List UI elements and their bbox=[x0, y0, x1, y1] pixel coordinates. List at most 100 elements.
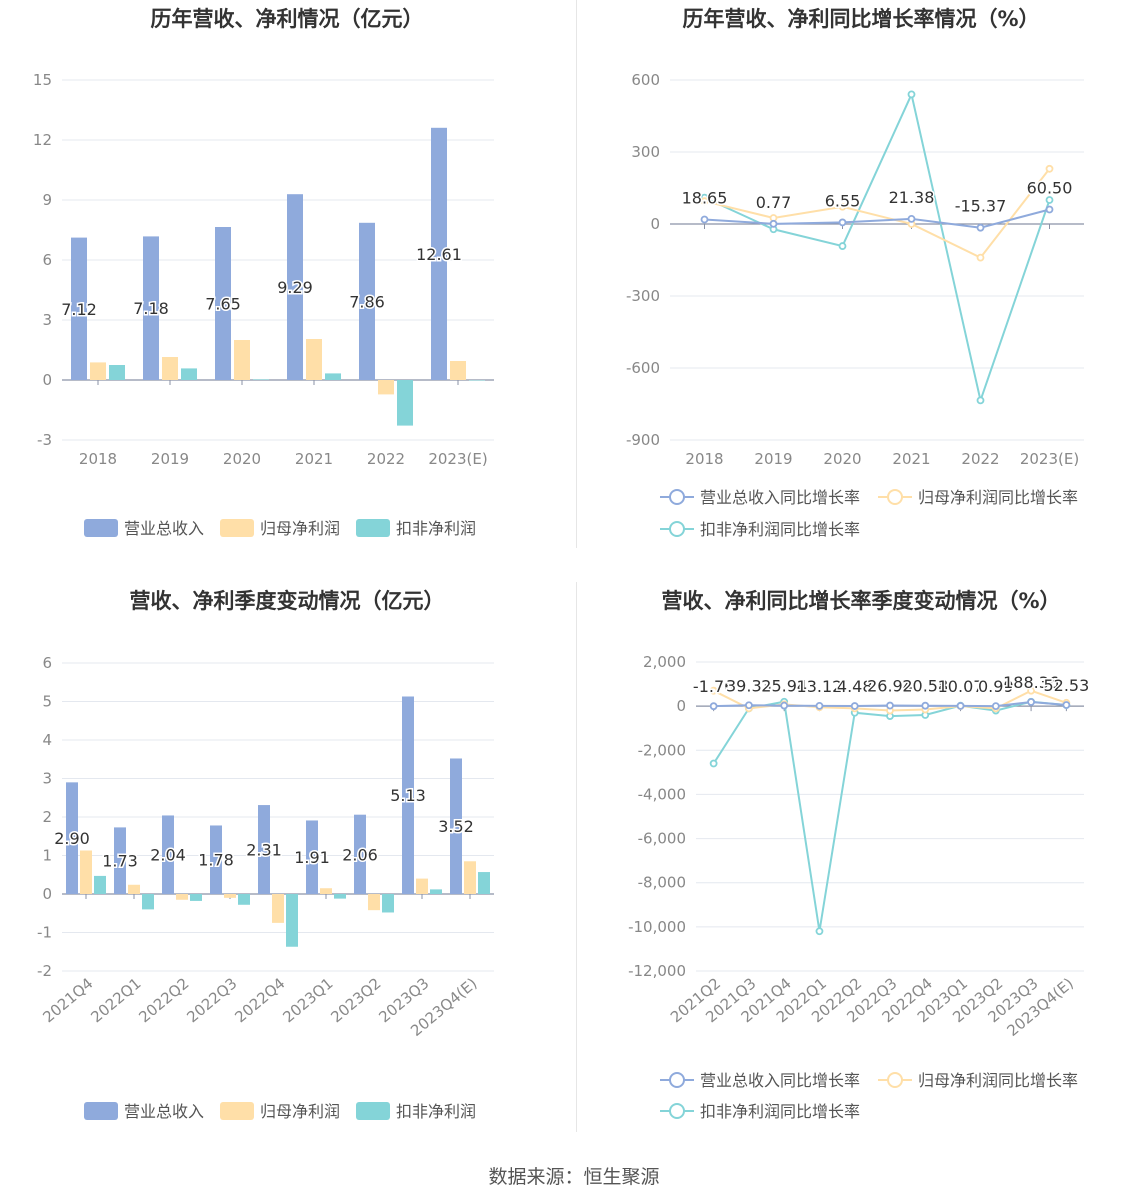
series-point bbox=[838, 218, 847, 227]
bar-revenue bbox=[215, 227, 231, 380]
bar-net-profit bbox=[464, 861, 476, 894]
line-data-label: 21.38 bbox=[889, 188, 935, 207]
series-point bbox=[1045, 164, 1054, 173]
legend-marker bbox=[669, 489, 685, 505]
bar-data-label: 5.13 bbox=[390, 786, 426, 805]
legend-swatch bbox=[84, 1102, 118, 1120]
bar-data-label: 1.73 bbox=[102, 852, 138, 871]
series-point bbox=[709, 702, 718, 711]
bar-deducted-profit bbox=[430, 889, 442, 894]
series-point bbox=[1027, 686, 1035, 695]
series-line-deducted-profit-growth bbox=[712, 700, 1067, 932]
bar-revenue bbox=[287, 194, 303, 380]
line-data-label: 18.65 bbox=[682, 189, 728, 208]
bar-data-label: 2.06 bbox=[342, 845, 378, 864]
bar-deducted-profit bbox=[238, 894, 250, 905]
legend-label: 扣非净利润同比增长率 bbox=[700, 520, 860, 539]
y-tick-label: -2 bbox=[37, 962, 52, 980]
legend-label: 扣非净利润 bbox=[396, 519, 476, 538]
annual-bar-chart-panel: 历年营收、净利情况（亿元） 15 12 9 6 3 0 -3 2018 7.12 2019 7.18 2… bbox=[0, 0, 574, 582]
series-point bbox=[1045, 205, 1054, 214]
y-tick-label: 0 bbox=[676, 697, 686, 715]
y-tick-label: 15 bbox=[33, 71, 52, 89]
bar-net-profit bbox=[368, 894, 380, 911]
bar-deducted-profit bbox=[382, 894, 394, 913]
bar-data-label: 7.18 bbox=[133, 299, 169, 318]
data-source-note: 数据来源：恒生聚源 bbox=[488, 1166, 660, 1188]
series-point bbox=[976, 396, 985, 405]
bar-net-profit bbox=[272, 894, 284, 923]
quarterly-growth-rate-chart: 营收、净利同比增长率季度变动情况（%） 2,000 0 -2,000 -4,000 -6,… bbox=[628, 589, 1091, 1121]
y-tick-label: -4,000 bbox=[638, 785, 686, 803]
series-point bbox=[700, 215, 709, 224]
bar-revenue bbox=[114, 827, 126, 894]
series-line-deducted-profit-growth bbox=[704, 91, 1051, 405]
bar-deducted-profit bbox=[469, 380, 485, 381]
y-tick-label: 12 bbox=[33, 131, 52, 149]
bar-net-profit bbox=[224, 894, 236, 898]
bar-net-profit bbox=[378, 380, 394, 395]
bar-data-label: 1.78 bbox=[198, 851, 234, 870]
y-tick-label: 6 bbox=[42, 251, 52, 269]
legend-marker bbox=[669, 1072, 685, 1088]
y-tick-label: -6,000 bbox=[638, 830, 686, 848]
series-point bbox=[700, 197, 709, 206]
y-tick-label: -300 bbox=[626, 287, 660, 305]
y-tick-label: 0 bbox=[650, 215, 660, 233]
x-tick-label: 2019 bbox=[754, 450, 792, 468]
bar-data-label: 7.86 bbox=[349, 292, 385, 311]
legend-label: 营业总收入同比增长率 bbox=[700, 1071, 860, 1090]
y-tick-label: 9 bbox=[42, 191, 52, 209]
bar-data-label: 2.04 bbox=[150, 846, 186, 865]
line-data-label: 20.58 bbox=[902, 677, 948, 696]
bar-revenue bbox=[258, 805, 270, 894]
x-tick-label: 2022 bbox=[961, 450, 999, 468]
bar-revenue bbox=[210, 825, 222, 894]
x-tick-label: 2019 bbox=[151, 450, 189, 468]
series-point bbox=[976, 223, 985, 232]
y-tick-label: -12,000 bbox=[628, 962, 686, 980]
line-data-label: 52.53 bbox=[1043, 676, 1089, 695]
bar-deducted-profit bbox=[334, 894, 346, 899]
line-data-label: 6.55 bbox=[825, 191, 861, 210]
x-tick-label: 2020 bbox=[223, 450, 261, 468]
bar-net-profit bbox=[176, 894, 188, 900]
bar-deducted-profit bbox=[190, 894, 202, 901]
legend-marker bbox=[669, 1103, 685, 1119]
line-data-label: 26.94 bbox=[867, 677, 913, 696]
legend-label: 归母净利润同比增长率 bbox=[918, 1071, 1078, 1090]
series-point bbox=[1062, 701, 1071, 709]
x-tick-label: 2023(E) bbox=[428, 450, 487, 468]
bar-data-label: 7.65 bbox=[205, 295, 241, 314]
y-tick-label: -10,000 bbox=[628, 918, 686, 936]
bar-deducted-profit bbox=[109, 365, 125, 380]
legend-marker bbox=[887, 1072, 903, 1088]
x-tick-label: 2023Q1 bbox=[279, 974, 336, 1026]
y-tick-label: 6 bbox=[42, 654, 52, 672]
series-point bbox=[886, 701, 894, 710]
series-point bbox=[907, 214, 916, 223]
bar-data-label: 2.90 bbox=[54, 829, 90, 848]
x-tick-label: 2022Q4 bbox=[231, 974, 288, 1026]
y-tick-label: 3 bbox=[42, 770, 52, 788]
legend-marker bbox=[669, 521, 685, 537]
y-tick-label: 0 bbox=[42, 885, 52, 903]
line-data-label: 4.48 bbox=[837, 677, 873, 696]
series-point bbox=[907, 90, 916, 99]
legend-swatch bbox=[356, 519, 390, 537]
bar-data-label: 3.52 bbox=[438, 817, 474, 836]
y-tick-label: 2,000 bbox=[643, 653, 686, 671]
y-tick-label: -600 bbox=[626, 359, 660, 377]
y-tick-label: 600 bbox=[631, 71, 660, 89]
y-tick-label: 0 bbox=[42, 371, 52, 389]
chart-title: 历年营收、净利情况（亿元） bbox=[151, 7, 424, 31]
x-tick-label: 2021 bbox=[892, 450, 930, 468]
x-tick-label: 2023(E) bbox=[1020, 450, 1079, 468]
x-tick-label: 2018 bbox=[79, 450, 117, 468]
bar-revenue bbox=[359, 222, 375, 380]
series-line-net-profit-growth bbox=[704, 168, 1051, 259]
annual-growth-rate-chart: 历年营收、净利同比增长率情况（%） 600 300 0 -300 -600 -900 2018… bbox=[626, 7, 1084, 539]
bar-revenue bbox=[402, 696, 414, 894]
y-tick-label: -900 bbox=[626, 431, 660, 449]
